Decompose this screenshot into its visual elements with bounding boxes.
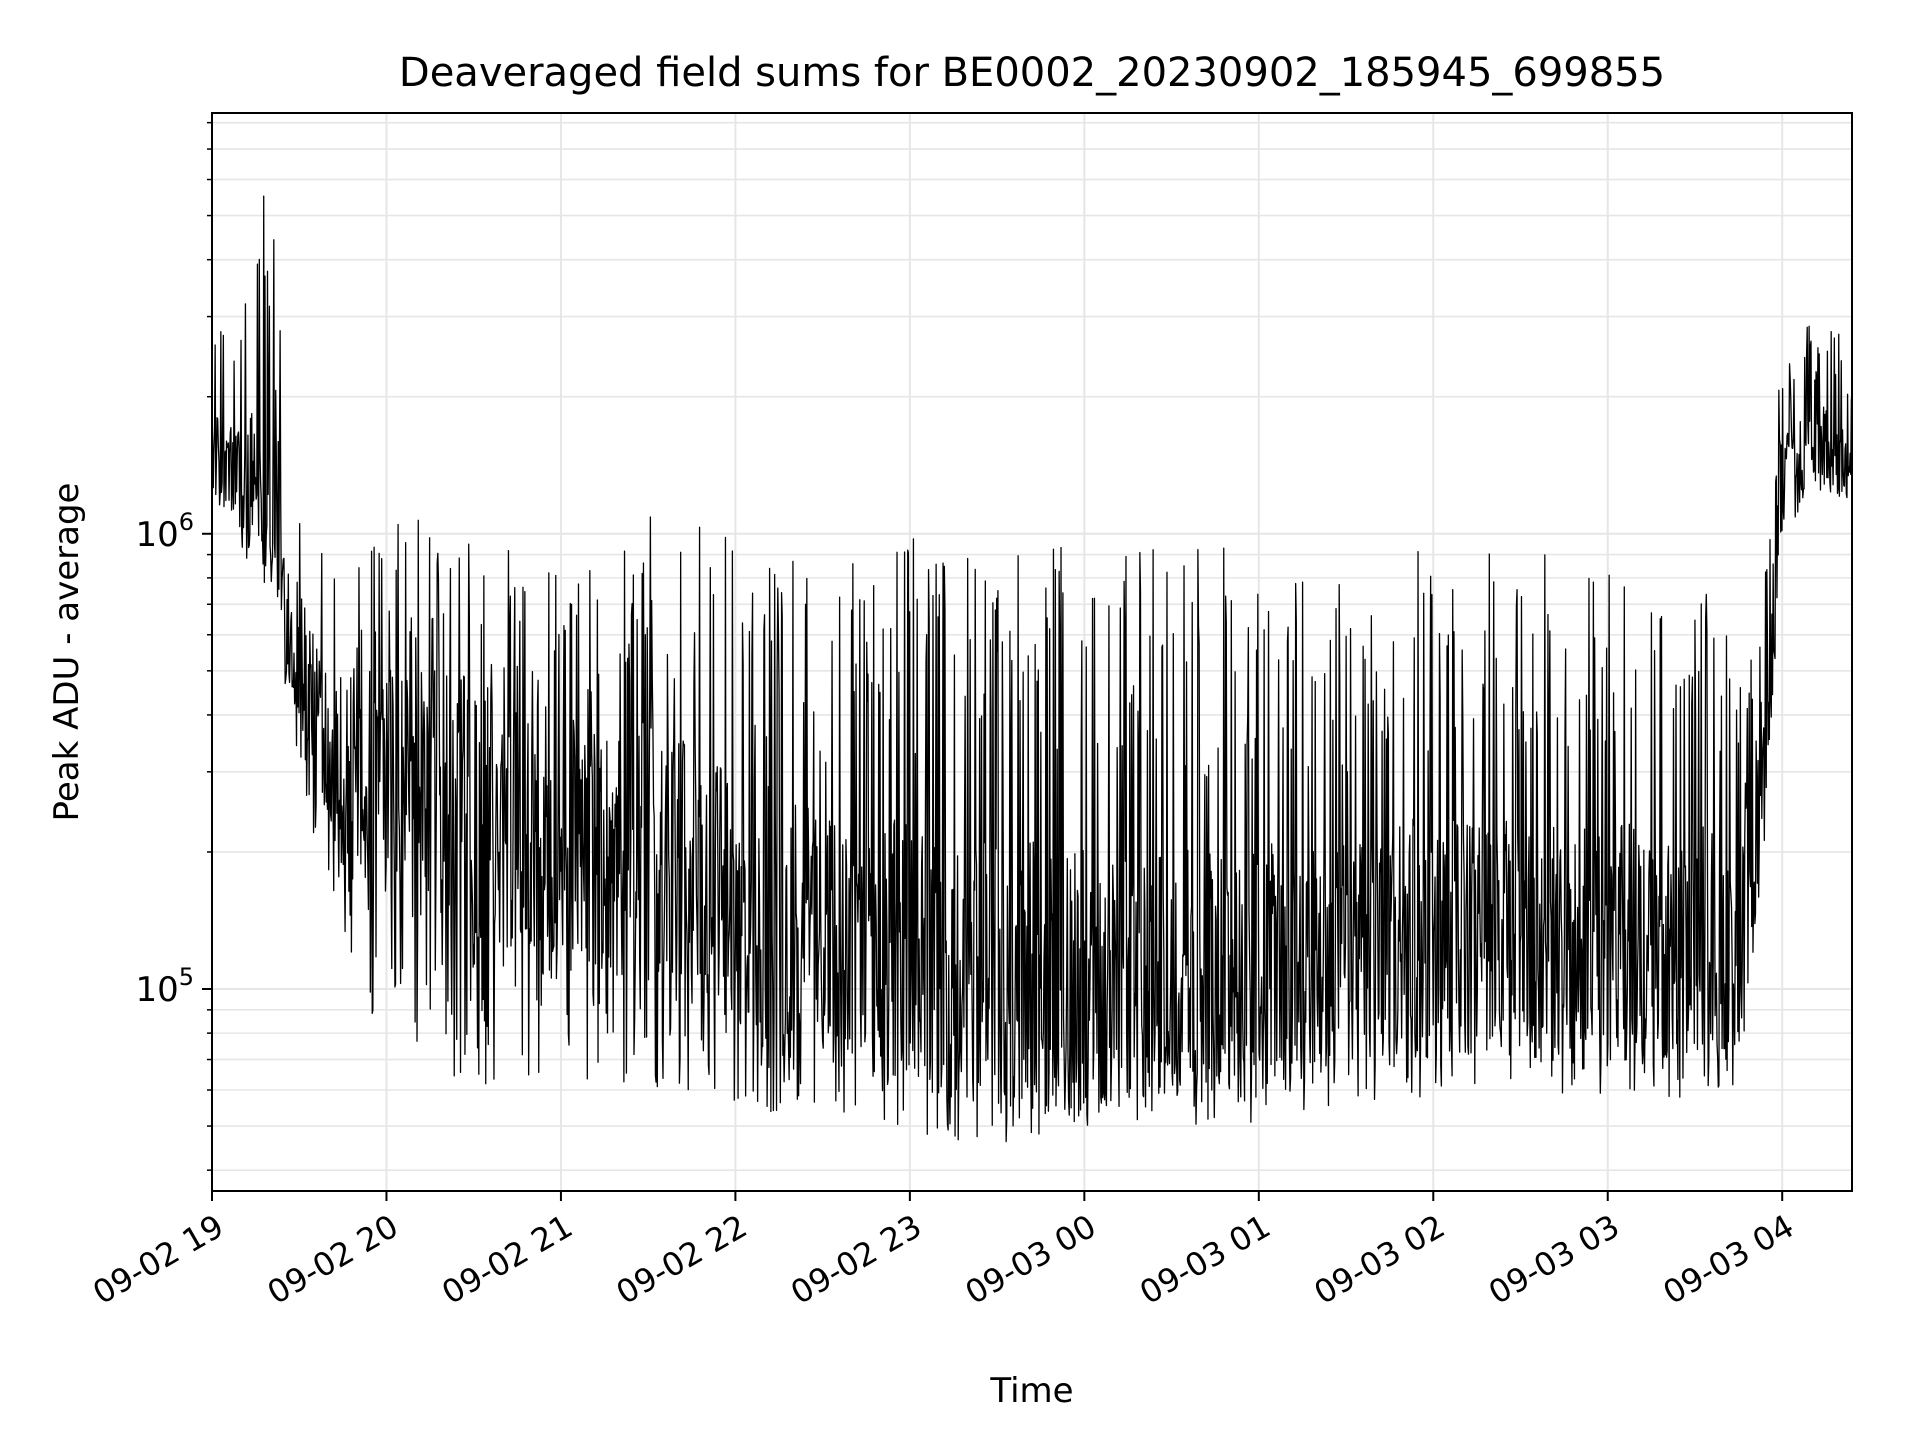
- y-tick-label: 106: [135, 508, 194, 555]
- y-axis: 105 106: [135, 121, 212, 1171]
- series-line: [211, 195, 1853, 1143]
- y-axis-label: Peak ADU - average: [47, 483, 87, 822]
- x-axis-label: Time: [989, 1371, 1073, 1411]
- series-layer: [211, 195, 1853, 1143]
- plot-frame: [211, 112, 1853, 1192]
- y-tick-label: 105: [135, 963, 194, 1010]
- chart-title: Deaveraged field sums for BE0002_2023090…: [399, 50, 1665, 96]
